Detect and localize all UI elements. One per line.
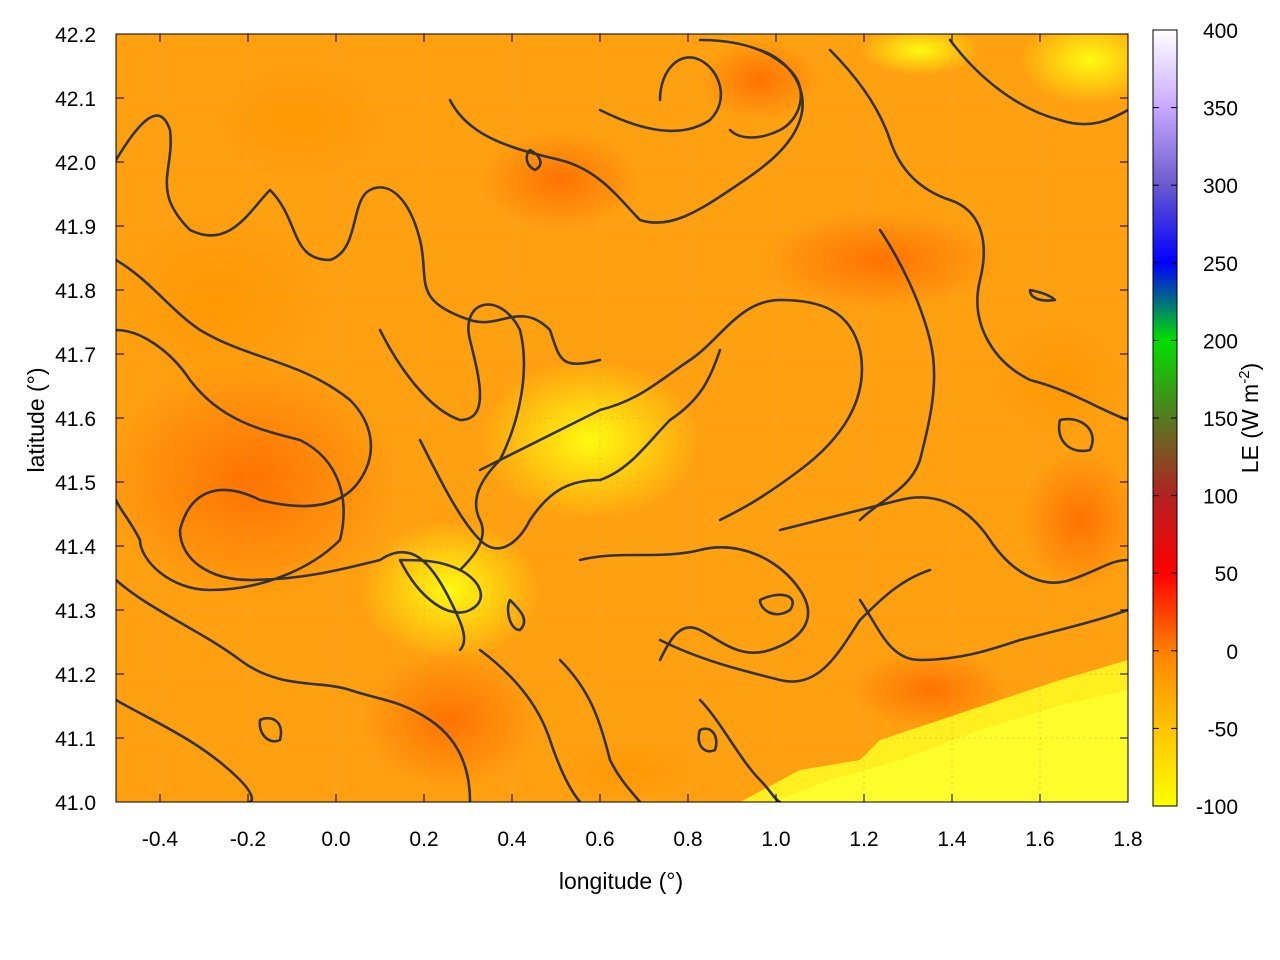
colorbar-tick-label: 350 xyxy=(1203,98,1238,121)
colorbar-tick-label: 50 xyxy=(1215,563,1238,586)
y-tick-label: 41.8 xyxy=(55,280,96,303)
x-tick-label: 0.8 xyxy=(673,828,702,851)
y-axis-title: latitude (°) xyxy=(23,367,49,472)
y-tick-label: 41.9 xyxy=(55,216,96,239)
colorbar-tick-label: -50 xyxy=(1208,718,1238,741)
y-tick-label: 41.6 xyxy=(55,408,96,431)
x-tick-label: 1.6 xyxy=(1025,828,1054,851)
x-tick-label: 0.6 xyxy=(585,828,614,851)
y-tick-label: 41.4 xyxy=(55,536,96,559)
x-axis: -0.4 -0.2 0.0 0.2 0.4 0.6 0.8 1.0 1.2 1.4 1.6 1.8 xyxy=(142,34,1143,851)
heatmap-field xyxy=(116,34,1128,802)
x-tick-label: 0.4 xyxy=(497,828,527,851)
colorbar-title-close: ) xyxy=(1237,363,1263,371)
colorbar-ticks: 400 350 300 250 200 150 100 50 0 -50 -100 xyxy=(1153,20,1238,819)
y-tick-label: 41.5 xyxy=(55,472,96,495)
x-tick-label: 0.2 xyxy=(409,828,438,851)
colorbar-title: LE (W m-2) xyxy=(1236,363,1263,473)
colorbar-tick-label: 150 xyxy=(1203,408,1238,431)
colorbar-tick-label: -100 xyxy=(1196,796,1238,819)
x-tick-label: 1.2 xyxy=(849,828,878,851)
y-tick-label: 41.7 xyxy=(55,344,96,367)
y-tick-label: 41.3 xyxy=(55,600,96,623)
y-tick-label: 42.1 xyxy=(55,88,96,111)
colorbar-title-sup: -2 xyxy=(1236,370,1253,383)
colorbar-tick-label: 200 xyxy=(1203,330,1238,353)
colorbar-tick-label: 100 xyxy=(1203,486,1238,509)
y-tick-label: 42.2 xyxy=(55,24,96,47)
y-tick-label: 42.0 xyxy=(55,152,96,175)
colorbar-tick-label: 400 xyxy=(1203,20,1238,43)
y-tick-label: 41.0 xyxy=(55,792,96,815)
x-tick-label: -0.2 xyxy=(230,828,266,851)
x-axis-title: longitude (°) xyxy=(559,868,683,894)
colorbar-tick-label: 300 xyxy=(1203,175,1238,198)
x-tick-label: -0.4 xyxy=(142,828,179,851)
y-tick-label: 41.2 xyxy=(55,664,96,687)
colorbar-tick-label: 250 xyxy=(1203,253,1238,276)
colorbar: 400 350 300 250 200 150 100 50 0 -50 -100 LE (W m-… xyxy=(1152,20,1263,819)
y-tick-label: 41.1 xyxy=(55,728,96,751)
colorbar-tick-label: 0 xyxy=(1226,641,1238,664)
y-axis: 41.0 41.1 41.2 41.3 41.4 41.5 41.6 41.7 41.8 41.9… xyxy=(55,24,1128,815)
x-tick-label: 1.4 xyxy=(937,828,967,851)
contour-lines xyxy=(116,38,1128,802)
x-tick-label: 0.0 xyxy=(321,828,350,851)
x-tick-label: 1.0 xyxy=(761,828,790,851)
x-tick-label: 1.8 xyxy=(1113,828,1142,851)
colorbar-title-main: LE (W m xyxy=(1237,384,1263,473)
